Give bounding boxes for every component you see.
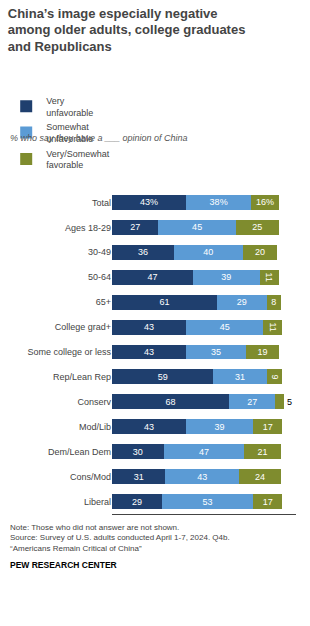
svg-text:20: 20 [255, 247, 265, 257]
svg-text:Conserv: Conserv [77, 397, 111, 407]
svg-text:8: 8 [271, 297, 276, 307]
svg-text:24: 24 [255, 472, 265, 482]
svg-text:College grad+: College grad+ [55, 322, 111, 332]
svg-text:43: 43 [144, 322, 154, 332]
svg-text:31: 31 [235, 372, 245, 382]
svg-text:16%: 16% [256, 197, 274, 207]
svg-text:Ages 18-29: Ages 18-29 [65, 223, 111, 233]
svg-text:68: 68 [165, 397, 175, 407]
svg-text:Some college or less: Some college or less [27, 347, 111, 357]
svg-text:PEW RESEARCH CENTER: PEW RESEARCH CENTER [10, 560, 117, 570]
svg-text:25: 25 [252, 222, 262, 232]
svg-text:China’s image especially negat: China’s image especially negativeamong o… [8, 6, 246, 55]
svg-text:38%: 38% [210, 197, 228, 207]
svg-text:Rep/Lean Rep: Rep/Lean Rep [53, 372, 111, 382]
svg-text:17: 17 [263, 422, 273, 432]
svg-text:47: 47 [199, 447, 209, 457]
svg-text:43: 43 [197, 472, 207, 482]
svg-text:Cons/Mod: Cons/Mod [70, 472, 111, 482]
svg-text:45: 45 [192, 222, 202, 232]
svg-text:9: 9 [270, 374, 280, 379]
svg-text:65+: 65+ [96, 297, 111, 307]
svg-text:61: 61 [159, 297, 169, 307]
svg-text:45: 45 [220, 322, 230, 332]
svg-text:29: 29 [132, 497, 142, 507]
svg-text:29: 29 [237, 297, 247, 307]
svg-text:19: 19 [257, 347, 267, 357]
svg-text:Somewhatunfavorable: Somewhatunfavorable [46, 122, 93, 144]
svg-text:11: 11 [268, 322, 278, 331]
svg-text:5: 5 [287, 397, 292, 407]
svg-text:27: 27 [130, 222, 140, 232]
svg-text:Dem/Lean Dem: Dem/Lean Dem [48, 447, 111, 457]
svg-text:Total: Total [92, 198, 111, 208]
svg-text:Mod/Lib: Mod/Lib [79, 422, 111, 432]
svg-text:30-49: 30-49 [88, 247, 111, 257]
svg-text:40: 40 [203, 247, 213, 257]
svg-text:21: 21 [257, 447, 267, 457]
svg-text:27: 27 [247, 397, 257, 407]
svg-text:30: 30 [133, 447, 143, 457]
svg-text:36: 36 [138, 247, 148, 257]
svg-text:39: 39 [214, 422, 224, 432]
svg-text:31: 31 [134, 472, 144, 482]
svg-text:47: 47 [147, 272, 157, 282]
svg-text:Liberal: Liberal [84, 497, 111, 507]
svg-text:39: 39 [221, 272, 231, 282]
svg-text:17: 17 [263, 497, 273, 507]
svg-text:43: 43 [144, 347, 154, 357]
svg-text:53: 53 [202, 497, 212, 507]
svg-text:50-64: 50-64 [88, 272, 111, 282]
svg-text:Very/Somewhatfavorable: Very/Somewhatfavorable [46, 149, 110, 171]
svg-text:43: 43 [144, 422, 154, 432]
svg-text:% who say they have a ___ opin: % who say they have a ___ opinion of Chi… [10, 133, 188, 143]
svg-text:43%: 43% [140, 197, 158, 207]
svg-text:11: 11 [264, 273, 274, 282]
svg-text:Veryunfavorable: Veryunfavorable [46, 96, 93, 118]
svg-text:35: 35 [211, 347, 221, 357]
svg-text:59: 59 [158, 372, 168, 382]
svg-text:Note: Those who did not answer: Note: Those who did not answer are not s… [10, 523, 230, 553]
